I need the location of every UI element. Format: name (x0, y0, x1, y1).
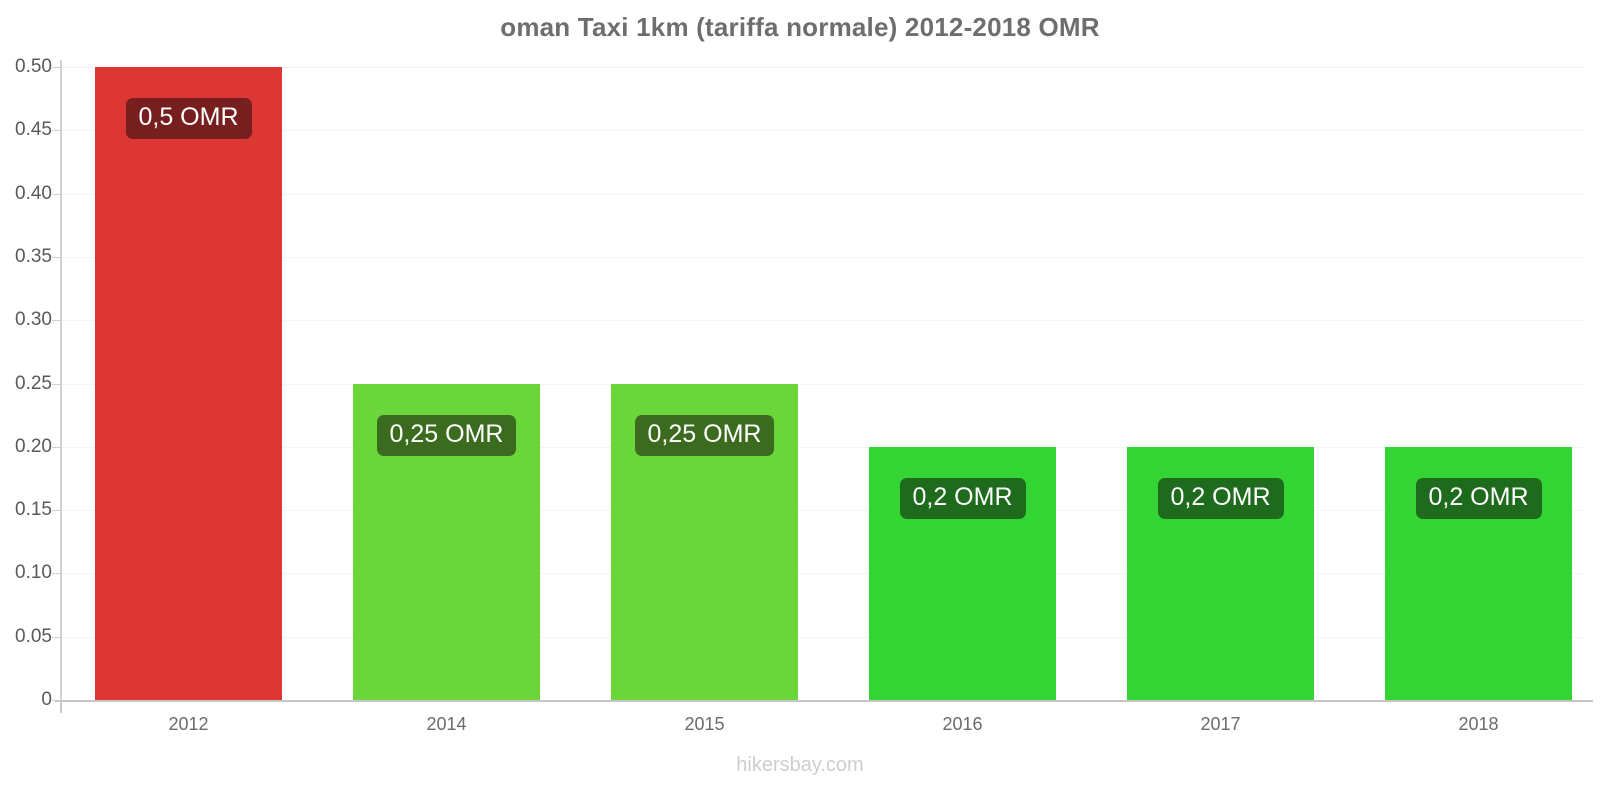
gridline (61, 320, 1585, 322)
gridline (61, 67, 1585, 68)
watermark-label: hikersbay.com (736, 754, 864, 776)
gridline (61, 446, 1585, 448)
x-axis-tick-label: 2018 (1458, 714, 1499, 734)
y-axis-tick-mark (52, 383, 61, 385)
x-axis-tick-label: 2015 (684, 714, 725, 734)
y-axis-tick-label: 0 (6, 689, 61, 711)
bar-value-label: 0,25 OMR (376, 414, 517, 456)
x-axis-line (55, 700, 1593, 702)
x-axis-tick-label: 2017 (1200, 714, 1241, 734)
bar[interactable]: 0,2 OMR (1385, 446, 1572, 700)
y-axis-tick-label: 0.25 (6, 373, 61, 395)
x-axis-tick-label: 2016 (942, 714, 983, 734)
bar[interactable]: 0,2 OMR (1127, 446, 1314, 700)
y-axis-tick-mark (52, 636, 61, 638)
y-axis-tick-label: 0.15 (6, 499, 61, 521)
y-axis-tick-label: 0.35 (6, 246, 61, 268)
gridline (61, 256, 1585, 258)
y-axis-tick-label: 0.20 (6, 436, 61, 458)
y-axis-line (60, 60, 62, 702)
y-axis-tick-label: 0.50 (6, 56, 61, 78)
bar[interactable]: 0,5 OMR (95, 67, 282, 700)
bar-value-label: 0,25 OMR (634, 414, 775, 456)
gridline (61, 573, 1585, 575)
x-axis-tick-label: 2014 (426, 714, 467, 734)
gridline (61, 636, 1585, 638)
y-axis-tick-mark (52, 193, 61, 195)
y-axis-tick-label: 0.05 (6, 626, 61, 648)
chart-title: oman Taxi 1km (tariffa normale) 2012-201… (500, 12, 1100, 42)
y-axis-tick-mark (52, 573, 61, 575)
y-axis-tick-mark (52, 510, 61, 512)
bar-value-label: 0,2 OMR (1415, 477, 1542, 519)
y-axis-tick-mark (52, 67, 61, 68)
y-axis-tick-label: 0.30 (6, 309, 61, 331)
bar-value-label: 0,2 OMR (1157, 477, 1284, 519)
y-axis-tick-label: 0.40 (6, 183, 61, 205)
y-axis-tick-label: 0.10 (6, 562, 61, 584)
gridline (61, 510, 1585, 512)
bar-value-label: 0,5 OMR (125, 98, 252, 139)
gridline (61, 383, 1585, 385)
y-axis-tick-mark (52, 130, 61, 132)
gridline (61, 193, 1585, 195)
plot-area: 0,5 OMR 0,25 OMR 0,25 OMR 0,2 OMR 0,2 OMR 0,2… (61, 67, 1585, 700)
x-axis-origin-tick (60, 700, 62, 713)
bar[interactable]: 0,2 OMR (869, 446, 1056, 700)
bar-value-label: 0,2 OMR (899, 477, 1026, 519)
y-axis-tick-label: 0.45 (6, 119, 61, 141)
bar[interactable]: 0,25 OMR (611, 383, 798, 700)
y-axis-tick-mark (52, 256, 61, 258)
gridline (61, 130, 1585, 132)
bar[interactable]: 0,25 OMR (353, 383, 540, 700)
y-axis-tick-mark (52, 320, 61, 322)
y-axis-tick-mark (52, 446, 61, 448)
x-axis-tick-label: 2012 (168, 714, 209, 734)
y-axis-tick-mark (52, 700, 61, 701)
